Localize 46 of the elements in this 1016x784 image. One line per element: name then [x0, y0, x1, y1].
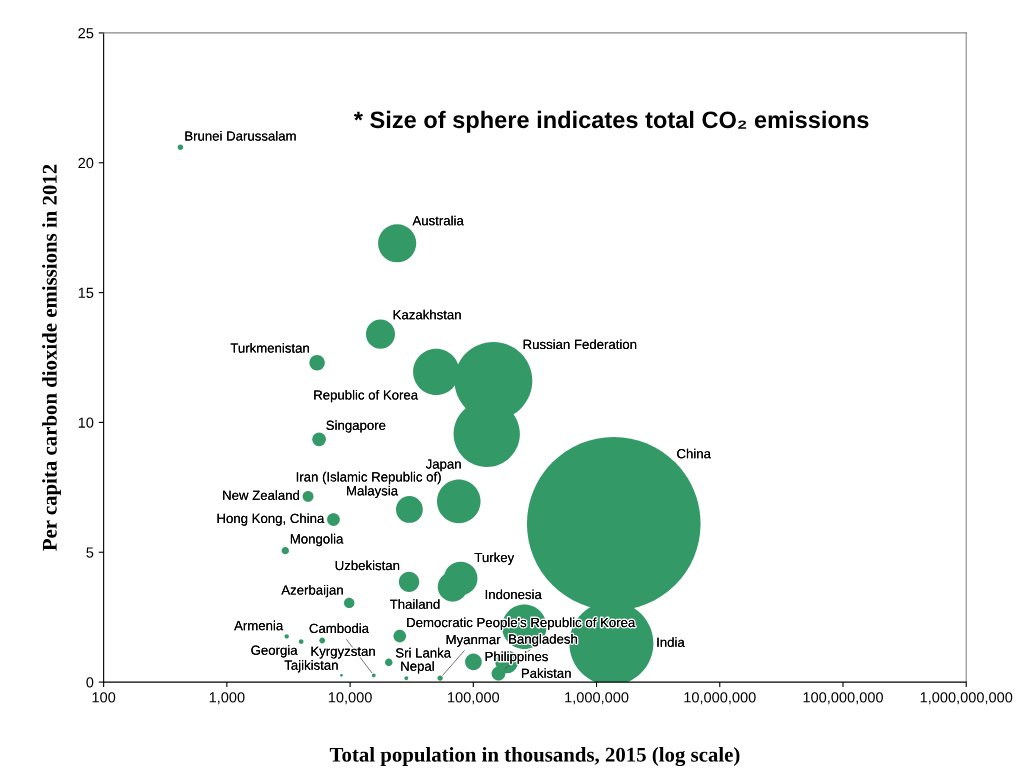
y-tick-label: 5: [86, 547, 94, 558]
data-label: Brunei Darussalam: [185, 130, 296, 141]
data-label: Australia: [412, 215, 464, 226]
x-tick-label: 1,000: [209, 692, 245, 705]
x-tick-label: 1,000,000,000: [920, 692, 1013, 705]
x-axis-title: Total population in thousands, 2015 (log scale): [329, 747, 740, 767]
data-label: Cambodia: [309, 623, 370, 634]
data-label: Indonesia: [485, 589, 542, 600]
data-label: Sri Lanka: [395, 647, 452, 658]
data-label: Hong Kong, China: [217, 513, 325, 526]
data-label: Pakistan: [521, 668, 571, 678]
data-label: India: [657, 637, 685, 647]
data-label: Thailand: [389, 599, 440, 609]
data-label: Singapore: [326, 420, 386, 433]
data-label: Kazakhstan: [393, 309, 461, 320]
data-label: Georgia: [251, 645, 298, 658]
data-label: Iran (Islamic Republic of): [296, 471, 441, 485]
y-tick-label: 15: [78, 287, 94, 299]
y-axis-title: Per capita carbon dioxide emissions in 2012: [42, 164, 62, 551]
data-label: Nepal: [401, 661, 434, 674]
data-label: China: [677, 448, 711, 459]
data-label: Turkey: [474, 552, 515, 565]
x-tick-label: 100: [92, 692, 116, 703]
data-label: Mongolia: [290, 533, 344, 547]
x-tick-label: 100,000: [448, 692, 500, 705]
data-label: Malaysia: [347, 485, 399, 499]
data-label: Kyrgyzstan: [311, 646, 375, 659]
data-label: New Zealand: [223, 490, 300, 500]
y-tick-label: 10: [78, 417, 94, 428]
data-label: Myanmar: [446, 635, 501, 647]
data-label: Turkmenistan: [230, 343, 309, 353]
data-label: Russian Federation: [523, 339, 637, 350]
data-label: Armenia: [234, 620, 284, 631]
data-label: Uzbekistan: [335, 560, 400, 571]
annotation: * Size of sphere indicates total CO₂ emissions: [353, 110, 869, 133]
y-tick-label: 25: [78, 28, 94, 39]
data-label: Japan: [425, 459, 461, 472]
x-tick-label: 10,000: [328, 692, 372, 705]
x-tick-label: 1,000,000: [565, 692, 629, 705]
data-label: Azerbaijan: [281, 584, 343, 598]
x-tick-label: 10,000,000: [684, 692, 756, 705]
data-label: Republic of Korea: [314, 389, 419, 403]
x-tick-label: 100,000,000: [803, 692, 883, 705]
y-tick-label: 0: [86, 677, 94, 688]
y-tick-label: 20: [78, 157, 94, 169]
data-label: Tajikistan: [284, 660, 338, 673]
